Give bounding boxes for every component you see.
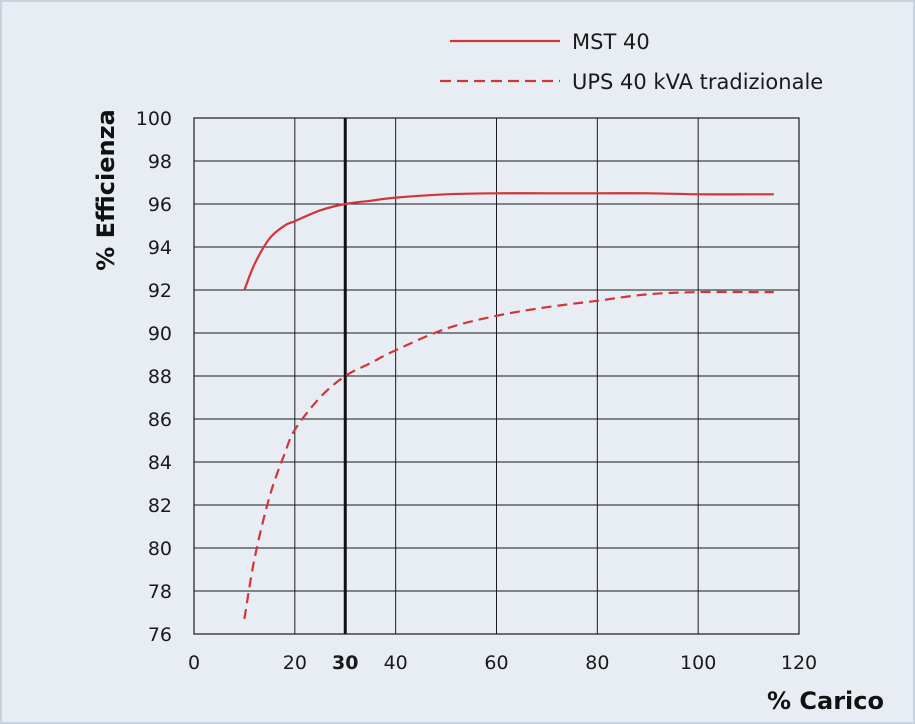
x-tick-label: 30 xyxy=(332,652,358,674)
x-tick-label: 80 xyxy=(585,652,609,674)
series-line-0 xyxy=(243,192,774,291)
y-tick-label: 78 xyxy=(148,581,172,603)
grid xyxy=(194,118,799,634)
y-axis-title: % Efficienza xyxy=(92,109,120,271)
x-tick-label: 40 xyxy=(384,652,408,674)
legend-label-mst40: MST 40 xyxy=(572,30,650,54)
x-tick-label: 60 xyxy=(484,652,508,674)
series-lines xyxy=(243,192,774,620)
y-tick-label: 90 xyxy=(148,323,172,345)
x-tick-label: 20 xyxy=(283,652,307,674)
x-tick-labels: 0 20 30 40 60 80 100 120 xyxy=(188,652,817,674)
x-tick-label: 0 xyxy=(188,652,200,674)
y-tick-label: 94 xyxy=(148,237,172,259)
x-tick-label: 100 xyxy=(680,652,716,674)
y-tick-label: 80 xyxy=(148,538,172,560)
y-tick-label: 98 xyxy=(148,151,172,173)
y-tick-label: 88 xyxy=(148,366,172,388)
y-tick-label: 96 xyxy=(148,194,172,216)
y-tick-label: 92 xyxy=(148,280,172,302)
y-tick-labels: 76 78 80 82 84 86 88 90 92 94 96 98 100 xyxy=(136,108,172,646)
plot-area xyxy=(193,117,800,635)
series-line-1 xyxy=(243,290,774,620)
x-axis-title: % Carico xyxy=(767,687,884,715)
y-tick-label: 100 xyxy=(136,108,172,130)
y-tick-label: 76 xyxy=(148,624,172,646)
legend: MST 40 UPS 40 kVA tradizionale xyxy=(440,30,823,94)
x-tick-label: 120 xyxy=(781,652,817,674)
legend-label-ups40: UPS 40 kVA tradizionale xyxy=(572,70,823,94)
y-tick-label: 82 xyxy=(148,495,172,517)
y-tick-label: 84 xyxy=(148,452,172,474)
y-tick-label: 86 xyxy=(148,409,172,431)
